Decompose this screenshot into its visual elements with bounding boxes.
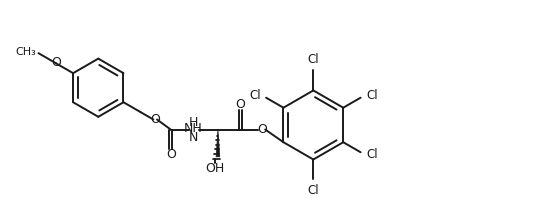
Text: Cl: Cl [366,148,378,161]
Text: O: O [235,98,246,110]
Text: O: O [257,123,268,136]
Text: O: O [51,56,61,69]
Text: Cl: Cl [249,89,261,102]
Text: NH: NH [184,122,203,135]
Text: CH₃: CH₃ [15,47,36,57]
Text: Cl: Cl [308,184,319,197]
Text: OH: OH [206,162,225,175]
Text: H
N: H N [189,115,198,144]
Text: O: O [166,148,176,161]
Polygon shape [216,129,220,157]
Text: Cl: Cl [366,89,378,102]
Text: O: O [150,113,160,126]
Text: Cl: Cl [308,53,319,66]
